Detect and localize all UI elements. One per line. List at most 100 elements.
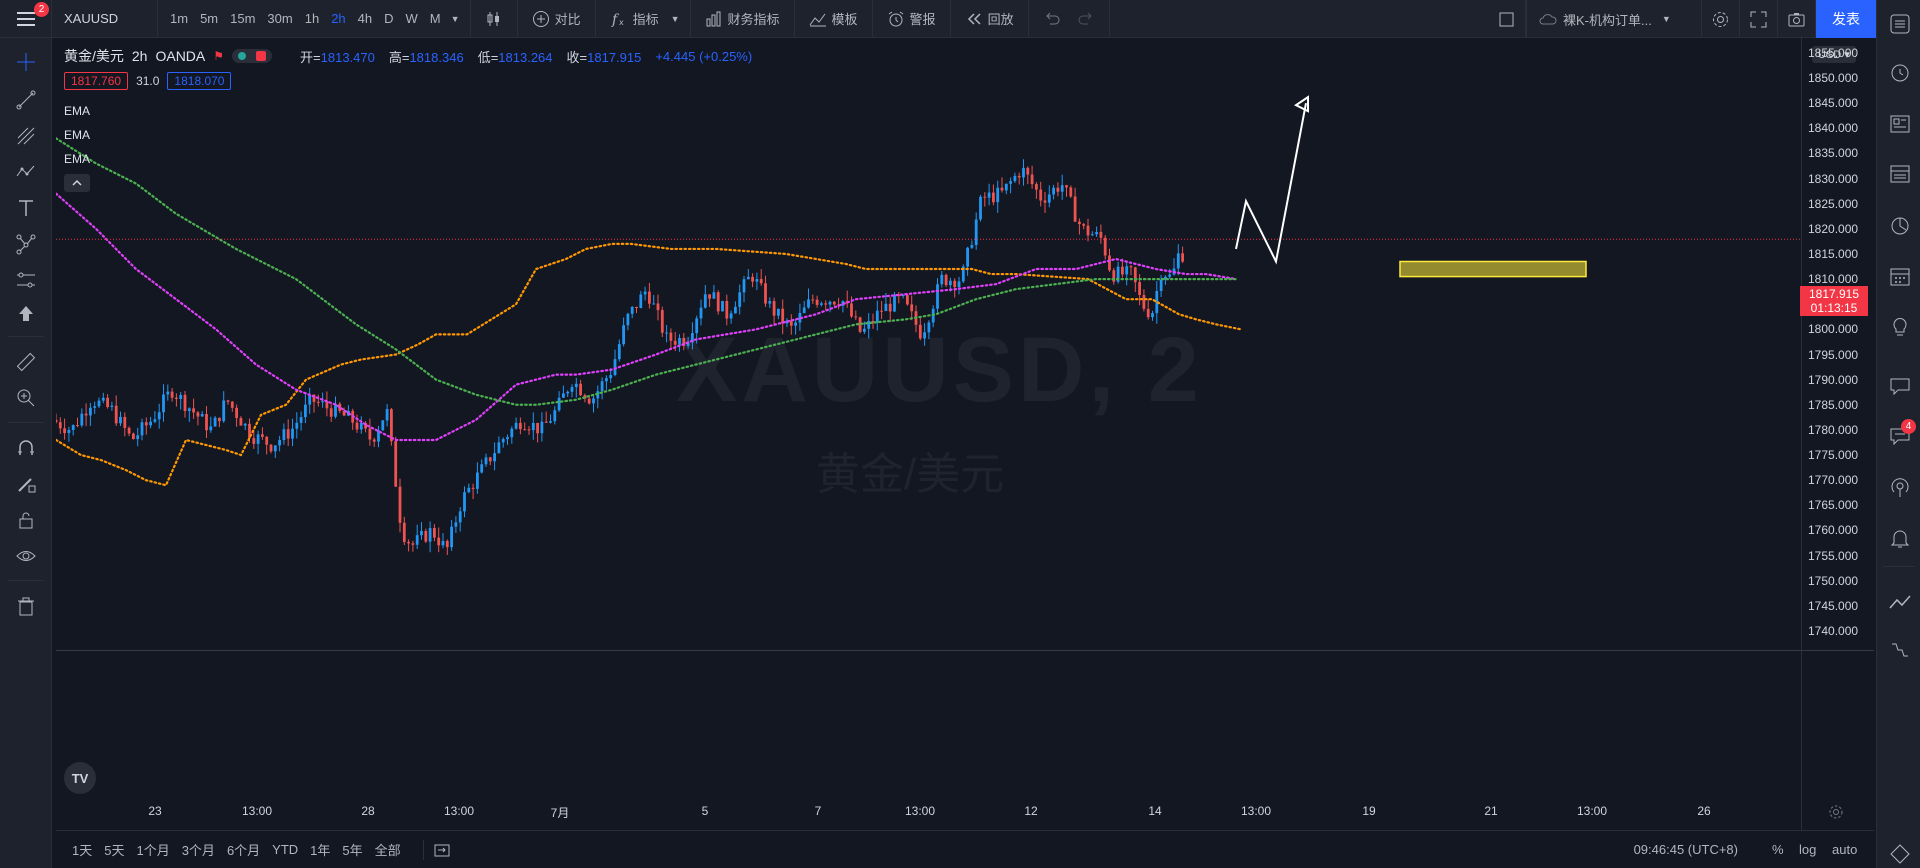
chevron-down-icon[interactable]: ▼ [450,13,460,24]
forecast-tool[interactable] [12,230,40,258]
dom-button[interactable] [1886,636,1914,664]
interval-w[interactable]: W [405,11,418,26]
interval-5m[interactable]: 5m [200,11,219,26]
ruler-tool[interactable] [12,348,40,376]
range-1y[interactable]: 1年 [310,843,331,858]
data-window-button[interactable] [1886,160,1914,188]
log-scale-toggle[interactable]: log [1799,842,1817,857]
zoom-tool[interactable] [12,384,40,412]
chats-button[interactable] [1886,372,1914,400]
go-to-date-button[interactable] [422,839,450,860]
candle-body [359,422,363,430]
auto-scale-toggle[interactable]: auto [1832,842,1858,857]
percent-scale-toggle[interactable]: % [1772,842,1784,857]
delete-tool[interactable] [12,592,40,620]
candle-body [162,394,165,413]
alert-button[interactable]: 警报 [879,0,944,38]
fullscreen-button[interactable] [1740,0,1778,38]
snapshot-button[interactable] [1778,0,1816,38]
interval-1m[interactable]: 1m [170,11,189,26]
range-5d[interactable]: 5天 [104,843,125,858]
candle-body [196,412,200,417]
range-1m[interactable]: 1个月 [136,843,170,858]
compare-group: 对比 [518,0,596,38]
interval-4h[interactable]: 4h [357,11,373,26]
projection-path [1235,102,1307,265]
undo-button[interactable] [1035,0,1069,38]
settings-button[interactable] [1702,0,1740,38]
range-1d[interactable]: 1天 [72,843,93,858]
notifications-button[interactable] [1886,524,1914,552]
price-tick-label: 1790.000 [1808,372,1859,387]
magnet-tool[interactable] [12,434,40,462]
candle-body [364,422,367,429]
trendline-tool[interactable] [12,86,40,114]
market-status-pill[interactable] [232,49,273,63]
candle-body [531,422,535,431]
crosshair-tool[interactable] [12,48,40,76]
tradingview-logo[interactable]: TV [64,762,96,794]
publish-button[interactable]: 发表 [1816,0,1876,38]
range-all[interactable]: 全部 [374,843,401,858]
compare-button[interactable]: 对比 [524,0,589,38]
layout-name-select[interactable]: 裸K-机构订单... ▼ [1526,0,1702,38]
interval-2h[interactable]: 2h [331,11,346,26]
trading-panel-button[interactable] [1886,588,1914,616]
financials-button[interactable]: 财务指标 [697,0,788,38]
candle-body [381,420,385,431]
templates-button[interactable]: 模板 [801,0,866,38]
axis-settings-gear-icon[interactable] [1828,804,1844,820]
candle-body [656,303,660,311]
lock-tool[interactable] [12,506,40,534]
candle-body [858,317,862,332]
chart-type-button[interactable] [477,0,511,38]
price-tick-label: 1810.000 [1808,272,1859,287]
ideas-button[interactable] [1886,312,1914,340]
currency-select[interactable]: USD ▾ [1812,46,1856,63]
main-menu-button[interactable]: 2 [0,0,52,38]
calendar-button[interactable] [1886,262,1914,290]
interval-30m[interactable]: 30m [267,11,293,26]
arrow-tool[interactable] [12,300,40,328]
template-icon [809,13,826,26]
indicator-ema-3[interactable]: EMA [64,152,91,166]
range-6m[interactable]: 6个月 [226,843,261,858]
chevron-down-icon[interactable]: ▼ [670,13,680,24]
interval-15m[interactable]: 15m [230,11,256,26]
text-tool[interactable] [12,194,40,222]
fib-tool[interactable] [12,122,40,150]
redo-button[interactable] [1069,0,1103,38]
range-3m[interactable]: 3个月 [181,843,215,858]
buy-price-button[interactable]: 1818.070 [167,72,232,90]
symbol-search-button[interactable]: XAUUSD [52,0,158,38]
range-5y[interactable]: 5年 [342,843,363,858]
sell-price-button[interactable]: 1817.760 [64,72,129,90]
news-button[interactable] [1886,110,1914,138]
select-layout-button[interactable] [1488,0,1526,38]
interval-1h[interactable]: 1h [304,11,320,26]
alerts-button[interactable] [1886,58,1914,86]
interval-m[interactable]: M [429,11,441,26]
help-button[interactable] [1886,840,1914,868]
flag-icon[interactable]: ⚑ [213,49,225,63]
indicator-ema-1[interactable]: EMA [64,104,91,118]
replay-button[interactable]: 回放 [957,0,1022,38]
interval-d[interactable]: D [384,11,394,26]
chart-pane[interactable]: XAUUSD, 2 黄金/美元 [56,38,1874,830]
pattern-tool[interactable] [12,158,40,186]
collapse-indicators-button[interactable] [64,174,90,192]
indicator-ema-2[interactable]: EMA [64,128,91,142]
templates-label: 模板 [831,12,858,27]
watchlist-button[interactable] [1886,10,1914,38]
candle-body [875,310,879,323]
streams-button[interactable] [1886,474,1914,502]
candle-body [372,439,376,442]
draw-mode-tool[interactable] [12,470,40,498]
hotlists-button[interactable] [1886,212,1914,240]
clock-timezone[interactable]: 09:46:45 (UTC+8) [1633,842,1738,857]
candle-body [893,295,896,312]
range-ytd[interactable]: YTD [272,842,299,857]
visibility-tool[interactable] [12,542,40,570]
measure-tools[interactable] [12,266,40,294]
